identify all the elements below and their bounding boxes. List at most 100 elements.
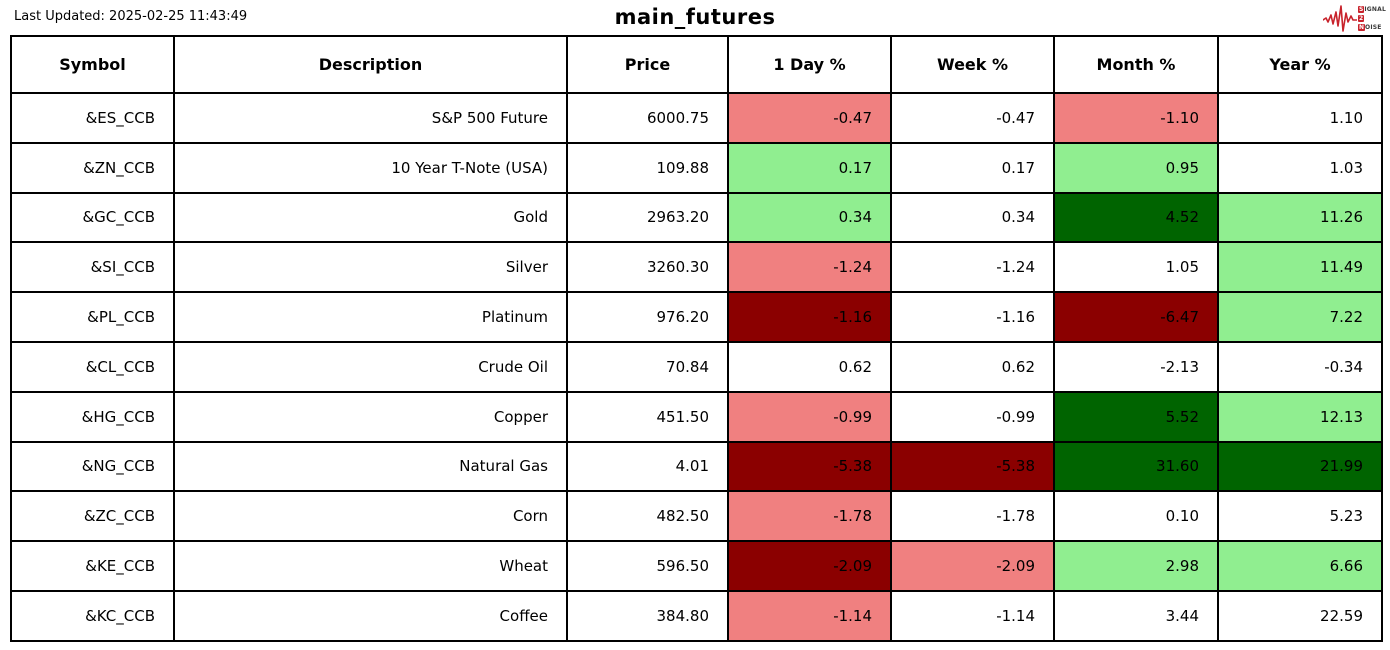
- table-row: &NG_CCB Natural Gas 4.01 -5.38 -5.38 31.60 21.…: [10, 440, 1383, 493]
- year-pct-cell: 1.03: [1217, 141, 1383, 194]
- month-pct-cell: 0.10: [1053, 490, 1219, 543]
- year-pct-cell: 6.66: [1217, 540, 1383, 592]
- month-pct-cell: -2.13: [1053, 340, 1219, 393]
- month-pct-cell: 31.60: [1053, 440, 1219, 493]
- symbol-cell: &PL_CCB: [10, 291, 175, 343]
- day-pct-cell: 0.17: [727, 141, 892, 194]
- week-pct-cell: 0.17: [890, 141, 1055, 194]
- ecg-waveform-icon: [1323, 5, 1358, 32]
- column-header-week: Week %: [890, 35, 1055, 94]
- week-pct-cell: -1.24: [890, 241, 1055, 294]
- futures-table: Symbol Description Price 1 Day % Week % Month…: [10, 35, 1383, 642]
- month-pct-cell: 1.05: [1053, 241, 1219, 294]
- description-cell: Platinum: [173, 291, 568, 343]
- symbol-cell: &SI_CCB: [10, 241, 175, 294]
- year-pct-cell: 22.59: [1217, 589, 1383, 642]
- month-pct-cell: 2.98: [1053, 540, 1219, 592]
- symbol-cell: &CL_CCB: [10, 340, 175, 393]
- price-cell: 6000.75: [566, 92, 729, 144]
- column-header-symbol: Symbol: [10, 35, 175, 94]
- price-cell: 482.50: [566, 490, 729, 543]
- table-row: &HG_CCB Copper 451.50 -0.99 -0.99 5.52 12.13: [10, 390, 1383, 443]
- table-row: &ZN_CCB 10 Year T-Note (USA) 109.88 0.17 0.1…: [10, 141, 1383, 194]
- page-title: main_futures: [614, 5, 776, 29]
- day-pct-cell: -0.99: [727, 390, 892, 443]
- day-pct-cell: 0.34: [727, 191, 892, 244]
- symbol-cell: &ZN_CCB: [10, 141, 175, 194]
- day-pct-cell: -0.47: [727, 92, 892, 144]
- day-pct-cell: -1.78: [727, 490, 892, 543]
- year-pct-cell: 7.22: [1217, 291, 1383, 343]
- price-cell: 70.84: [566, 340, 729, 393]
- table-header-row: Symbol Description Price 1 Day % Week % Month…: [10, 35, 1383, 94]
- week-pct-cell: -1.78: [890, 490, 1055, 543]
- column-header-1-day: 1 Day %: [727, 35, 892, 94]
- week-pct-cell: -0.47: [890, 92, 1055, 144]
- table-row: &GC_CCB Gold 2963.20 0.34 0.34 4.52 11.26: [10, 191, 1383, 244]
- day-pct-cell: -1.14: [727, 589, 892, 642]
- year-pct-cell: 21.99: [1217, 440, 1383, 493]
- description-cell: Gold: [173, 191, 568, 244]
- top-bar: Last Updated: 2025-02-25 11:43:49 main_f…: [0, 0, 1390, 35]
- price-cell: 976.20: [566, 291, 729, 343]
- price-cell: 596.50: [566, 540, 729, 592]
- price-cell: 384.80: [566, 589, 729, 642]
- day-pct-cell: -1.24: [727, 241, 892, 294]
- logo-word-signal: IGNAL: [1364, 5, 1386, 13]
- table-row: &ES_CCB S&P 500 Future 6000.75 -0.47 -0.47 -1…: [10, 92, 1383, 144]
- logo-letter-s: S: [1358, 5, 1365, 13]
- price-cell: 3260.30: [566, 241, 729, 294]
- year-pct-cell: 11.26: [1217, 191, 1383, 244]
- year-pct-cell: -0.34: [1217, 340, 1383, 393]
- column-header-description: Description: [173, 35, 568, 94]
- table-row: &PL_CCB Platinum 976.20 -1.16 -1.16 -6.47 7.22: [10, 291, 1383, 343]
- description-cell: S&P 500 Future: [173, 92, 568, 144]
- week-pct-cell: 0.62: [890, 340, 1055, 393]
- logo-letter-2: 2: [1358, 14, 1365, 22]
- logo-letter-n: N: [1358, 23, 1366, 31]
- month-pct-cell: -1.10: [1053, 92, 1219, 144]
- table-row: &SI_CCB Silver 3260.30 -1.24 -1.24 1.05 11.49: [10, 241, 1383, 294]
- description-cell: Corn: [173, 490, 568, 543]
- symbol-cell: &ES_CCB: [10, 92, 175, 144]
- price-cell: 2963.20: [566, 191, 729, 244]
- table-row: &CL_CCB Crude Oil 70.84 0.62 0.62 -2.13 -0.34: [10, 340, 1383, 393]
- year-pct-cell: 1.10: [1217, 92, 1383, 144]
- description-cell: Copper: [173, 390, 568, 443]
- column-header-year: Year %: [1217, 35, 1383, 94]
- day-pct-cell: -1.16: [727, 291, 892, 343]
- symbol-cell: &KE_CCB: [10, 540, 175, 592]
- table-row: &KC_CCB Coffee 384.80 -1.14 -1.14 3.44 22.59: [10, 589, 1383, 642]
- logo-text: S IGNAL 2 N OISE: [1358, 5, 1386, 31]
- table-row: &ZC_CCB Corn 482.50 -1.78 -1.78 0.10 5.23: [10, 490, 1383, 543]
- year-pct-cell: 11.49: [1217, 241, 1383, 294]
- symbol-cell: &KC_CCB: [10, 589, 175, 642]
- month-pct-cell: 4.52: [1053, 191, 1219, 244]
- year-pct-cell: 12.13: [1217, 390, 1383, 443]
- description-cell: Coffee: [173, 589, 568, 642]
- description-cell: 10 Year T-Note (USA): [173, 141, 568, 194]
- table-row: &KE_CCB Wheat 596.50 -2.09 -2.09 2.98 6.66: [10, 540, 1383, 592]
- week-pct-cell: -2.09: [890, 540, 1055, 592]
- week-pct-cell: -1.16: [890, 291, 1055, 343]
- day-pct-cell: -5.38: [727, 440, 892, 493]
- column-header-price: Price: [566, 35, 729, 94]
- week-pct-cell: -1.14: [890, 589, 1055, 642]
- signal2noise-logo: S IGNAL 2 N OISE: [1323, 3, 1386, 33]
- week-pct-cell: -0.99: [890, 390, 1055, 443]
- year-pct-cell: 5.23: [1217, 490, 1383, 543]
- week-pct-cell: 0.34: [890, 191, 1055, 244]
- month-pct-cell: -6.47: [1053, 291, 1219, 343]
- month-pct-cell: 3.44: [1053, 589, 1219, 642]
- symbol-cell: &HG_CCB: [10, 390, 175, 443]
- month-pct-cell: 0.95: [1053, 141, 1219, 194]
- column-header-month: Month %: [1053, 35, 1219, 94]
- description-cell: Crude Oil: [173, 340, 568, 393]
- symbol-cell: &GC_CCB: [10, 191, 175, 244]
- month-pct-cell: 5.52: [1053, 390, 1219, 443]
- description-cell: Silver: [173, 241, 568, 294]
- symbol-cell: &NG_CCB: [10, 440, 175, 493]
- day-pct-cell: -2.09: [727, 540, 892, 592]
- price-cell: 451.50: [566, 390, 729, 443]
- last-updated-label: Last Updated: 2025-02-25 11:43:49: [14, 9, 248, 24]
